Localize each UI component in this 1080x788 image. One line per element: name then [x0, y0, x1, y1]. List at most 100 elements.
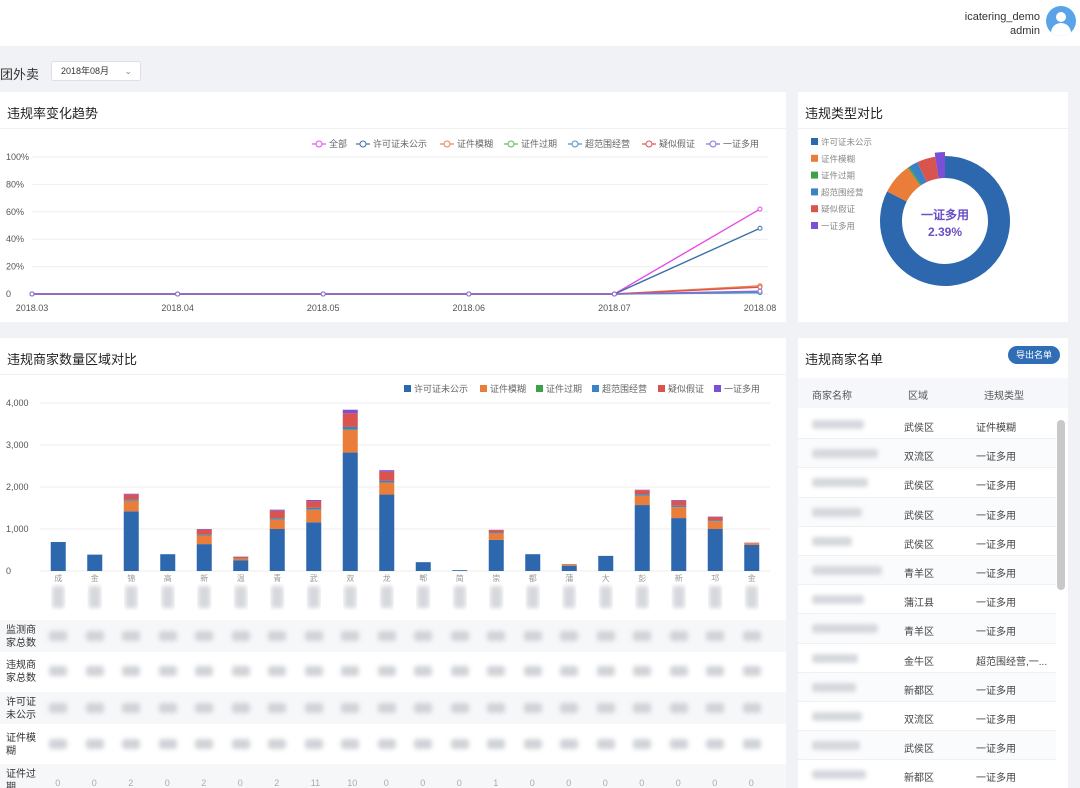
- list-row[interactable]: 武侯区 一证多用: [798, 497, 1056, 527]
- y-tick-label: 80%: [6, 179, 24, 189]
- avatar[interactable]: [1046, 6, 1076, 36]
- list-table-body: 武侯区 证件模糊 双流区 一证多用 武侯区 一证多用 武侯区 一证多用 武侯区 一证多用 青羊区 一证…: [798, 410, 1056, 788]
- blurred-stat-cell: [560, 631, 579, 641]
- column-header-type[interactable]: 违规类型: [984, 391, 1024, 402]
- donut-slice: [907, 166, 922, 186]
- y-tick-label: 0: [6, 566, 11, 576]
- export-list-button[interactable]: 导出名单: [1008, 346, 1060, 364]
- blurred-stat-cell: [414, 739, 433, 749]
- row-region: 武侯区: [904, 510, 934, 522]
- list-card-title: 违规商家名单: [805, 352, 884, 367]
- blurred-region-name: [709, 586, 722, 608]
- stat-row: 证件模糊: [0, 728, 786, 760]
- list-row[interactable]: 新都区 一证多用: [798, 760, 1056, 788]
- bar-segment: [123, 500, 139, 512]
- x-tick-label: 青: [273, 573, 281, 583]
- data-point: [611, 291, 617, 297]
- legend-marker: [571, 140, 579, 148]
- blurred-stat-cell: [304, 739, 323, 749]
- legend-swatch: [404, 385, 411, 392]
- list-row[interactable]: 武侯区 证件模糊: [798, 410, 1056, 440]
- legend-label: 疑似假证: [659, 139, 695, 149]
- list-scrollbar[interactable]: [1057, 420, 1065, 590]
- row-violation-type: 一证多用: [976, 598, 1016, 610]
- blurred-stat-cell: [49, 631, 68, 641]
- bar-segment: [598, 555, 614, 571]
- month-select-value: 2018年08月: [61, 66, 110, 76]
- legend-label: 许可证未公示: [373, 138, 427, 149]
- y-tick-label: 1,000: [6, 524, 29, 534]
- column-header-name[interactable]: 商家名称: [812, 391, 852, 402]
- row-violation-type: 一证多用: [976, 744, 1016, 756]
- data-point: [320, 291, 326, 297]
- bar-segment: [379, 482, 395, 495]
- bar-segment: [415, 562, 431, 571]
- x-tick-label: 高: [164, 573, 172, 583]
- x-tick-label: 彭: [638, 573, 646, 583]
- blurred-region-name: [271, 586, 284, 608]
- list-row[interactable]: 金牛区 超范围经营,一...: [798, 644, 1056, 673]
- bar-segment: [379, 471, 395, 481]
- blurred-stat-cell: [49, 703, 68, 713]
- bar-segment: [306, 509, 322, 523]
- blurred-stat-cell: [450, 703, 469, 713]
- user-info[interactable]: icatering_demo admin: [965, 10, 1040, 38]
- blurred-stat-cell: [560, 739, 579, 749]
- list-row[interactable]: 武侯区 一证多用: [798, 731, 1056, 761]
- row-region: 新都区: [904, 773, 934, 785]
- legend-label: 证件模糊: [457, 138, 493, 149]
- legend-marker: [645, 140, 653, 148]
- bar-segment: [233, 558, 249, 561]
- legend-swatch: [811, 171, 818, 179]
- x-tick-label: 新: [200, 573, 208, 583]
- blurred-merchant-name: [812, 478, 868, 488]
- bar-segment: [452, 570, 468, 571]
- blurred-stat-cell: [195, 631, 214, 641]
- list-row[interactable]: 武侯区 一证多用: [798, 527, 1056, 556]
- platform-label: 美团外卖: [0, 67, 40, 82]
- stat-row: 监测商家总数: [0, 620, 786, 652]
- row-region: 武侯区: [904, 481, 934, 493]
- stat-cell-value: 2: [274, 778, 280, 788]
- donut-slice: [887, 167, 921, 202]
- blurred-stat-cell: [195, 666, 214, 676]
- list-row[interactable]: 新都区 一证多用: [798, 672, 1056, 702]
- blurred-region-name: [198, 586, 211, 608]
- blurred-region-name: [344, 586, 357, 608]
- blurred-stat-cell: [231, 631, 250, 641]
- y-tick-label: 20%: [6, 262, 24, 272]
- blurred-stat-cell: [633, 631, 652, 641]
- bar-segment: [269, 509, 285, 511]
- blurred-stat-cell: [341, 703, 360, 713]
- bar-segment: [488, 532, 504, 534]
- bar-segment: [634, 490, 650, 495]
- list-row[interactable]: 青羊区 一证多用: [798, 555, 1056, 586]
- bar-segment: [561, 565, 577, 571]
- bar-segment: [306, 500, 322, 502]
- bar-segment: [123, 511, 139, 571]
- legend-label: 一证多用: [724, 383, 760, 394]
- list-row[interactable]: 武侯区 一证多用: [798, 468, 1056, 498]
- list-row[interactable]: 蒲江县 一证多用: [798, 585, 1056, 615]
- stat-cell-value: 0: [566, 778, 572, 788]
- blurred-stat-cell: [560, 666, 579, 676]
- data-point: [466, 291, 472, 297]
- x-tick-label: 郫: [419, 573, 427, 583]
- blurred-stat-cell: [450, 631, 469, 641]
- list-row[interactable]: 双流区 一证多用: [798, 702, 1056, 732]
- list-row[interactable]: 青羊区 一证多用: [798, 614, 1056, 644]
- blurred-stat-cell: [341, 739, 360, 749]
- stat-cell-value: 0: [712, 778, 718, 788]
- list-row[interactable]: 双流区 一证多用: [798, 439, 1056, 469]
- blurred-stat-cell: [706, 666, 725, 676]
- bar-segment: [196, 534, 212, 536]
- column-header-region[interactable]: 区域: [908, 391, 928, 402]
- blurred-stat-cell: [304, 666, 323, 676]
- divider: [798, 128, 1068, 129]
- bar-segment: [123, 499, 139, 501]
- month-select[interactable]: 2018年08月 ⌄: [51, 61, 141, 81]
- blurred-stat-cell: [377, 666, 396, 676]
- blurred-stat-cell: [596, 739, 615, 749]
- blurred-stat-cell: [158, 739, 177, 749]
- blurred-region-name: [563, 586, 576, 608]
